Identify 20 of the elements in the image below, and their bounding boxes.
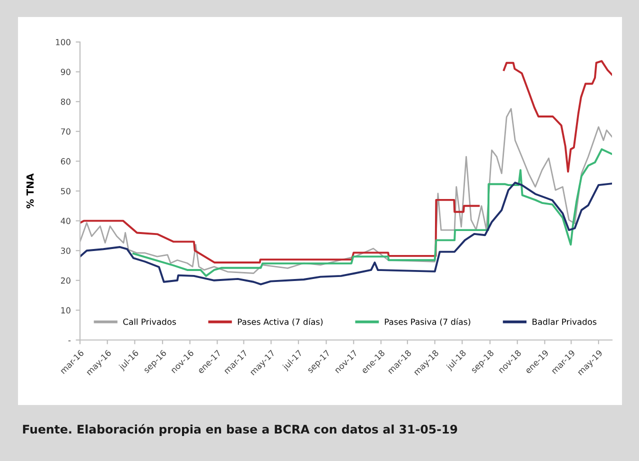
line-series [80,182,612,286]
y-tick-label: 40 [60,218,70,224]
y-tick-label: 100 [56,38,70,46]
legend-label: Pases Activa (7 días) [238,318,323,326]
legend-label: Pases Pasiva (7 días) [384,318,470,326]
legend-label: Call Privados [123,318,176,325]
y-tick-label: 10 [61,307,70,314]
y-tick-label: 70 [61,128,70,135]
legend-label: Badlar Privados [532,318,596,325]
source-note: Fuente. Elaboración propia en base a BCRA con datos al 31-05-19 [23,424,458,436]
y-tick-label: 60 [60,158,70,164]
line-series [80,108,612,274]
y-tick-label: 50 [61,188,70,194]
y-tick-label: 80 [60,98,70,105]
line-series [132,148,612,277]
y-tick-label: - [68,340,71,342]
y-tick-label: 30 [61,248,70,254]
y-tick-label: 90 [60,68,70,76]
y-tick-label: 20 [60,277,70,284]
y-axis-title: % TNA [26,173,34,208]
